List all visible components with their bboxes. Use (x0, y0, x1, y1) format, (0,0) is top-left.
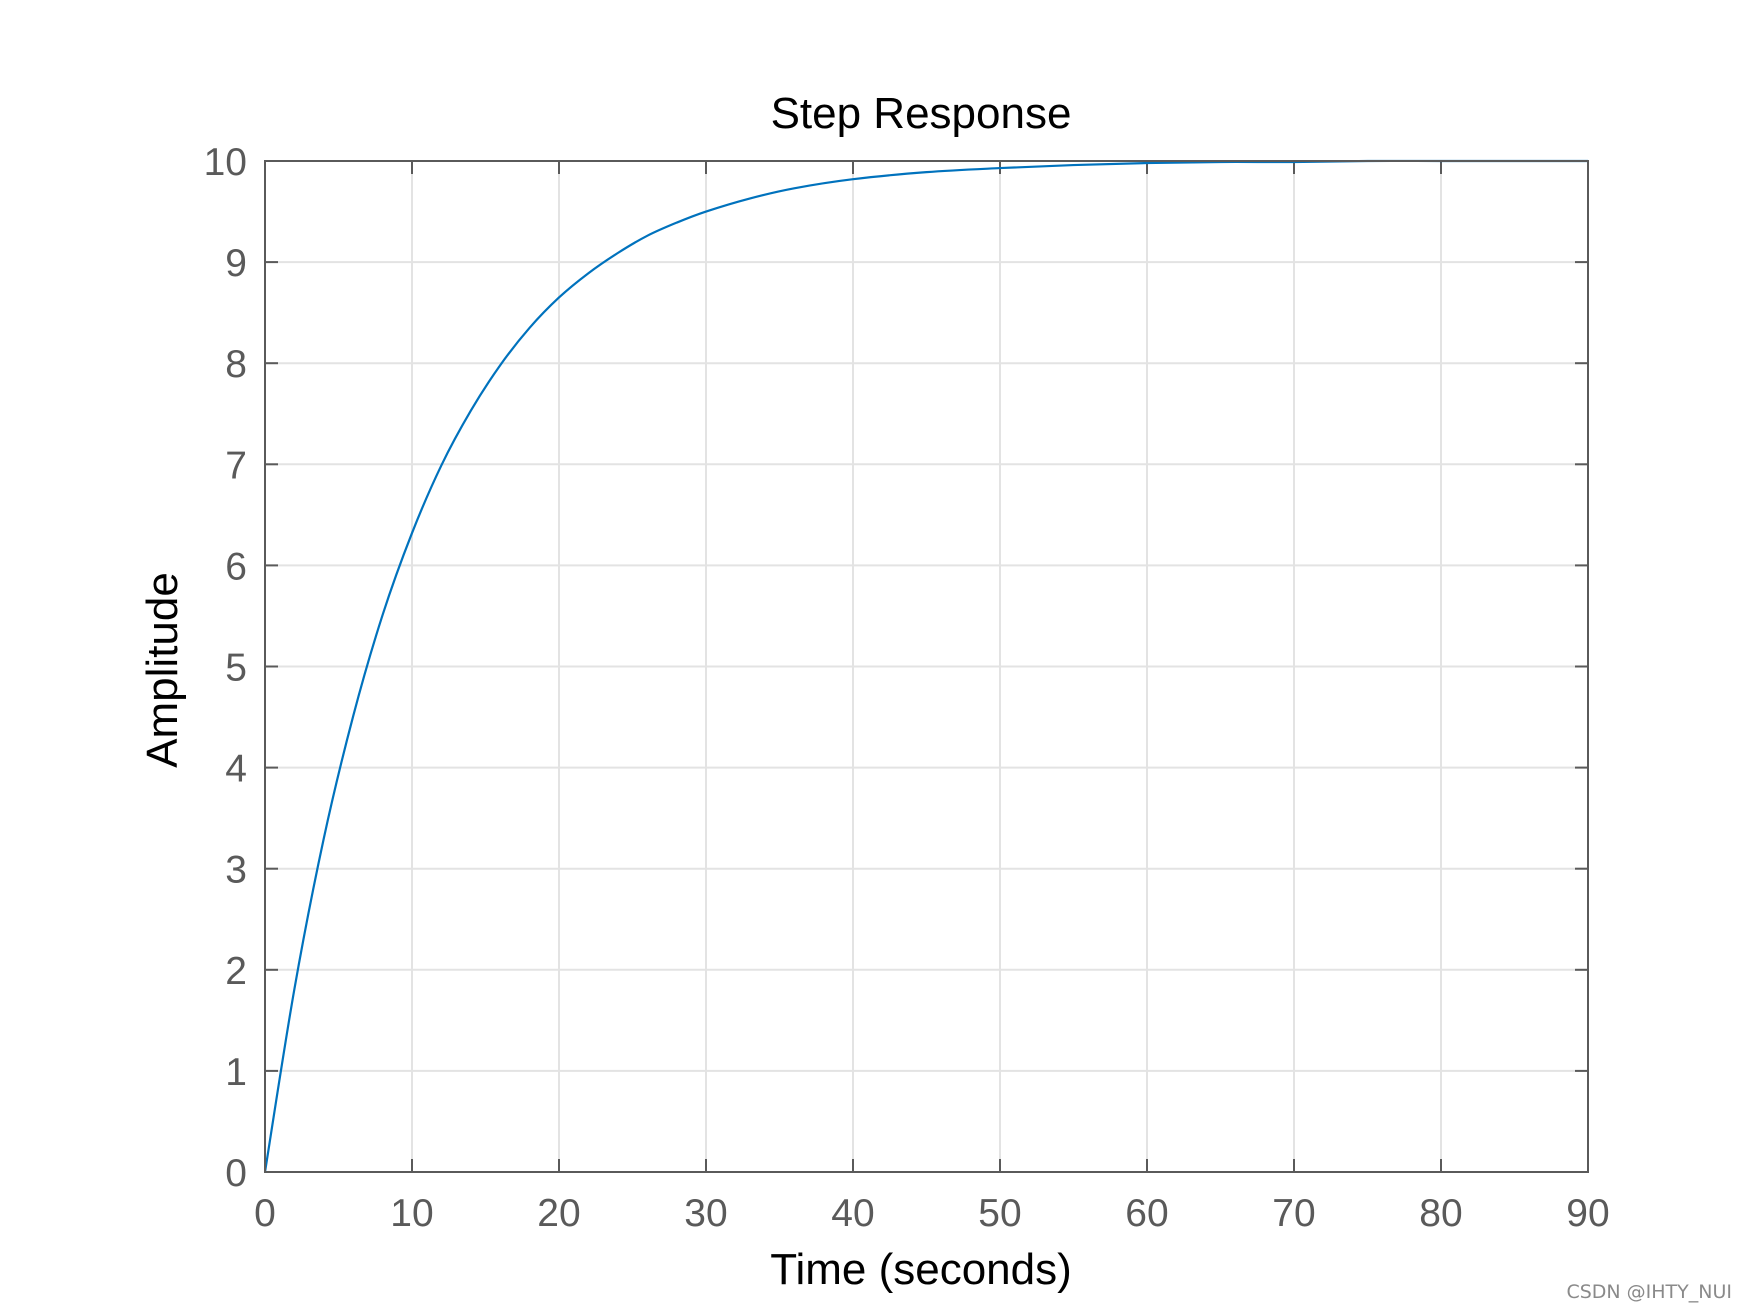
y-axis-title: Amplitude (138, 572, 187, 768)
y-tick-labels: 0 1 2 3 4 5 6 7 8 9 10 (204, 141, 247, 1195)
x-tick-label: 80 (1419, 1192, 1462, 1235)
y-tick-label: 3 (225, 849, 247, 892)
x-tick-label: 40 (831, 1192, 874, 1235)
y-tick-label: 1 (225, 1051, 247, 1094)
watermark-text: CSDN @IHTY_NUI (1566, 1281, 1732, 1303)
grid-lines (265, 161, 1588, 1172)
x-tick-label: 20 (537, 1192, 580, 1235)
y-tick-label: 8 (225, 343, 247, 386)
y-tick-label: 0 (225, 1152, 247, 1195)
x-tick-label: 70 (1272, 1192, 1315, 1235)
x-tick-label: 50 (978, 1192, 1021, 1235)
y-tick-label: 6 (225, 545, 247, 588)
y-tick-label: 4 (225, 748, 247, 791)
x-tick-labels: 0 10 20 30 40 50 60 70 80 90 (254, 1192, 1610, 1235)
x-tick-label: 10 (390, 1192, 433, 1235)
x-tick-label: 30 (684, 1192, 727, 1235)
x-axis-title: Time (seconds) (770, 1245, 1072, 1294)
chart-title: Step Response (771, 89, 1072, 138)
x-tick-label: 90 (1566, 1192, 1609, 1235)
x-tick-label: 60 (1125, 1192, 1168, 1235)
x-tick-label: 0 (254, 1192, 276, 1235)
y-tick-label: 2 (225, 950, 247, 993)
y-tick-label: 10 (204, 141, 247, 184)
y-tick-label: 9 (225, 242, 247, 285)
y-tick-label: 5 (225, 647, 247, 690)
plot-area-border (264, 160, 1589, 1173)
y-tick-label: 7 (225, 444, 247, 487)
